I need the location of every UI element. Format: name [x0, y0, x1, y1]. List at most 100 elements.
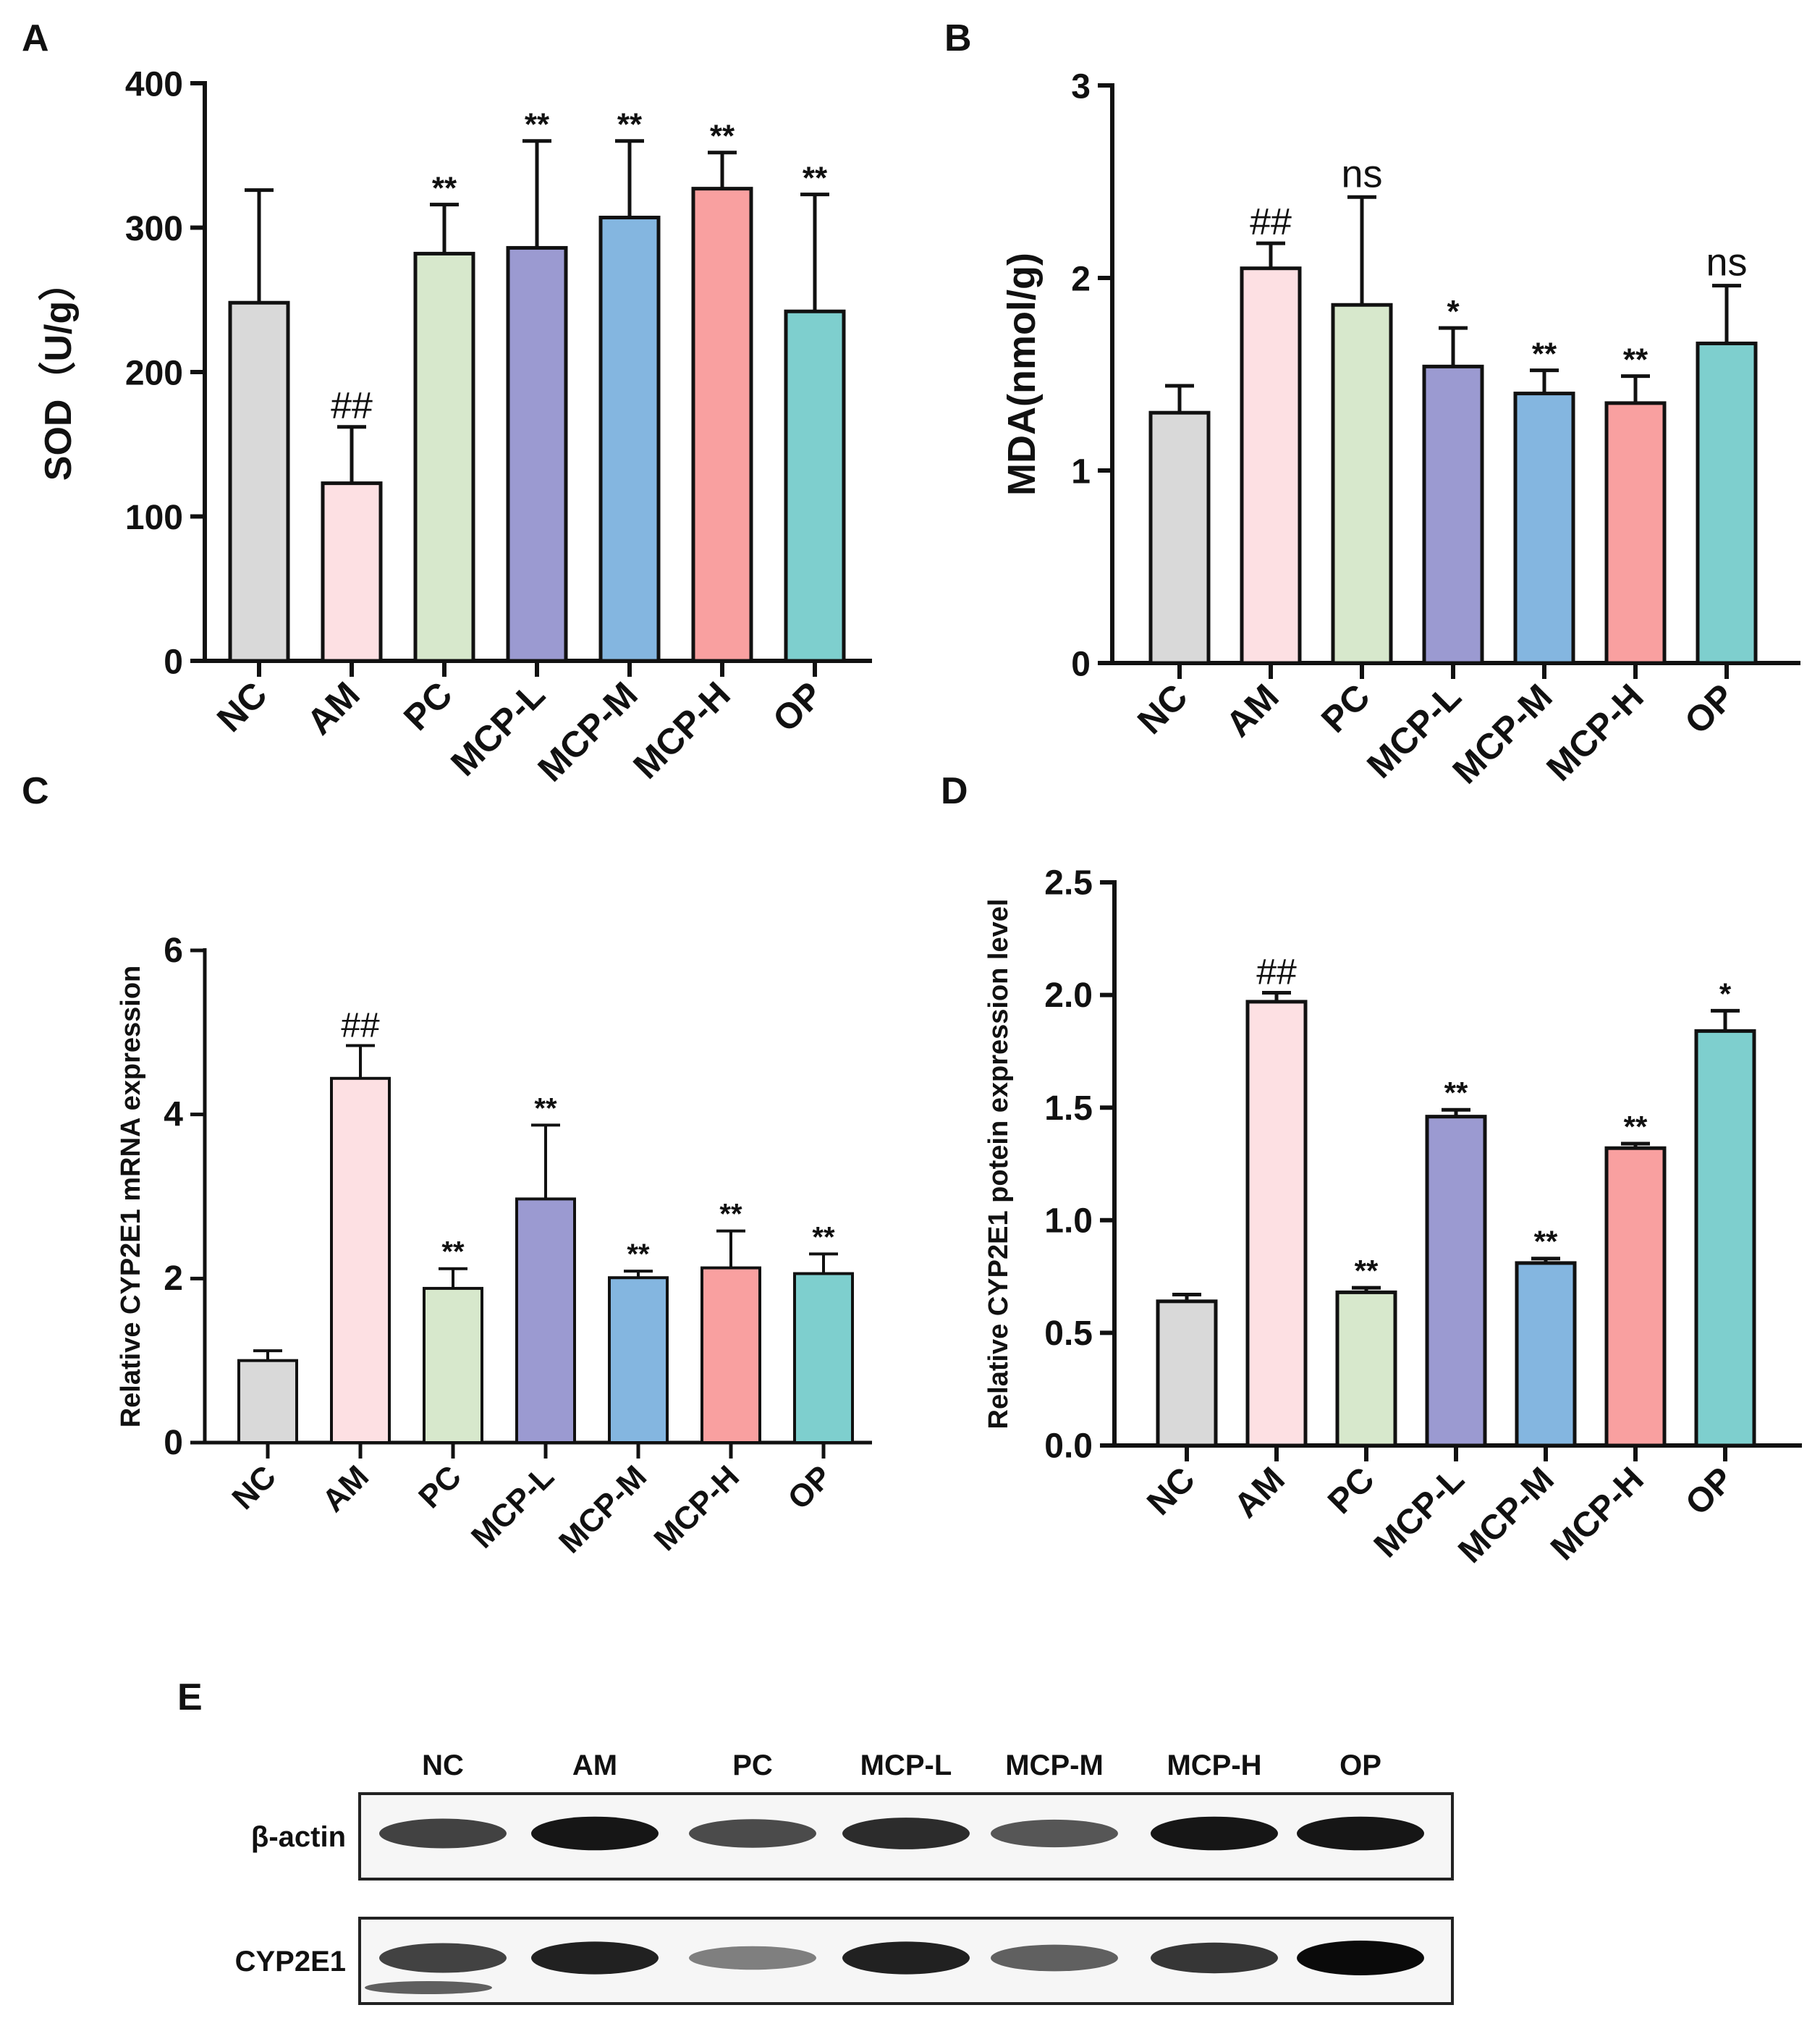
significance-label: **: [1355, 1254, 1379, 1288]
panel-letter-b: B: [944, 17, 972, 59]
category-label: OP: [1677, 676, 1743, 742]
y-tick-label: 0.5: [1044, 1314, 1093, 1353]
y-tick-label: 4: [164, 1096, 183, 1134]
bar-am: [1245, 1000, 1308, 1448]
significance-label: ##: [341, 1006, 380, 1044]
category-label: AM: [299, 674, 368, 743]
category-label: AM: [1227, 1460, 1292, 1525]
blot-band: [379, 1818, 507, 1849]
y-tick-label: 1.0: [1044, 1202, 1093, 1240]
blot-band: [991, 1944, 1118, 1972]
category-label: OP: [1678, 1460, 1741, 1523]
significance-label: ##: [331, 385, 373, 427]
lane-label: OP: [1339, 1749, 1381, 1781]
significance-label: ns: [1706, 241, 1747, 284]
significance-label: **: [1624, 1110, 1648, 1144]
bar-mcp-h: [701, 1266, 761, 1444]
blot-band: [689, 1819, 816, 1848]
bar-pc: [1331, 303, 1393, 665]
category-label: AM: [1218, 676, 1287, 745]
blot-band: [1151, 1942, 1278, 1974]
category-label: AM: [316, 1459, 376, 1519]
category-label: NC: [225, 1459, 283, 1516]
category-label: NC: [1130, 676, 1195, 742]
bar-mcp-l: [1425, 1115, 1487, 1448]
significance-label: **: [525, 107, 550, 143]
panel-letter-d: D: [941, 770, 968, 812]
bar-mcp-h: [1604, 1146, 1667, 1448]
category-label: MCP-L: [465, 1459, 561, 1555]
y-tick-label: 0.0: [1044, 1427, 1093, 1466]
lane-label: MCP-H: [1167, 1749, 1261, 1781]
y-tick-label: 300: [125, 210, 183, 248]
significance-label: *: [1719, 976, 1732, 1010]
panel-letter-c: C: [22, 770, 49, 812]
lane-label: PC: [732, 1749, 773, 1781]
y-axis-label: Relative CYP2E1 potein expression level: [983, 899, 1014, 1430]
category-label: MCP-M: [1451, 1460, 1561, 1570]
category-label: PC: [1321, 1460, 1382, 1521]
y-tick-label: 1.5: [1044, 1089, 1093, 1128]
bar-nc: [1156, 1299, 1218, 1448]
significance-label: **: [1534, 1225, 1558, 1259]
blot-row-label: CYP2E1: [235, 1946, 346, 1978]
bar-mcp-m: [1513, 392, 1575, 665]
category-label: NC: [209, 674, 275, 740]
y-tick-label: 1: [1071, 452, 1091, 491]
lane-label: NC: [422, 1749, 464, 1781]
blot-band: [842, 1818, 970, 1849]
panel-a: A0100200300400SOD（U/g）NC##AM**PC**MCP-L*…: [22, 17, 872, 790]
category-label: MCP-H: [1544, 1460, 1651, 1568]
y-axis-label: SOD（U/g）: [38, 263, 80, 481]
blot-band: [842, 1941, 970, 1975]
bar-am: [330, 1076, 391, 1445]
panel-e-western-blot: E NC AM PC MCP-L MCP-M MCP-H OP β-actin CYP2E1: [177, 1676, 1454, 2005]
significance-label: ##: [1256, 951, 1297, 992]
bar-mcp-l: [506, 245, 568, 663]
significance-label: **: [1532, 336, 1557, 371]
category-label: PC: [1313, 676, 1378, 740]
blot-band: [1297, 1941, 1424, 1975]
bar-am: [321, 481, 383, 663]
lane-label: MCP-M: [1005, 1749, 1104, 1781]
bar-op: [1696, 341, 1758, 665]
bar-mcp-m: [608, 1276, 669, 1444]
significance-label: **: [627, 1238, 650, 1270]
panel-d: D 0.0 0.5 1.0 1.5 2.0 2.5 Relative CYP2E1 potei…: [941, 770, 1802, 1571]
significance-label: **: [803, 160, 828, 195]
significance-label: **: [441, 1236, 465, 1268]
y-tick-label: 0: [1071, 645, 1091, 683]
category-label: MCP-M: [530, 674, 645, 789]
bar-am: [1240, 266, 1302, 665]
category-label: MCP-M: [552, 1459, 653, 1560]
blot-row-label: β-actin: [251, 1821, 346, 1853]
significance-label: **: [710, 119, 735, 154]
bar-pc: [413, 251, 475, 663]
category-label: MCP-H: [1538, 676, 1651, 788]
bar-mcp-m: [598, 216, 661, 663]
bar-nc: [1148, 410, 1211, 665]
y-tick-label: 6: [164, 932, 183, 970]
category-label: MCP-H: [625, 674, 737, 786]
bar-pc: [1335, 1290, 1397, 1448]
lane-label: AM: [572, 1749, 617, 1781]
blot-band: [531, 1816, 659, 1851]
y-tick-label: 3: [1071, 67, 1091, 106]
category-label: PC: [396, 674, 460, 738]
panel-letter-e: E: [177, 1676, 203, 1718]
category-label: MCP-H: [647, 1459, 746, 1558]
y-tick-label: 2: [164, 1259, 183, 1298]
category-label: OP: [765, 674, 831, 740]
panel-letter-a: A: [22, 17, 49, 59]
blot-band: [379, 1943, 507, 1973]
panel-b: B0123MDA(nmol/g)NC##AMnsPC*MCP-L**MCP-M*…: [944, 17, 1800, 792]
category-label: OP: [781, 1459, 839, 1516]
bar-mcp-m: [1515, 1261, 1577, 1448]
significance-label: **: [1623, 342, 1648, 377]
bar-mcp-l: [1422, 364, 1484, 665]
significance-label: **: [812, 1221, 835, 1253]
blot-band: [1151, 1816, 1278, 1851]
significance-label: **: [719, 1199, 742, 1231]
bar-pc: [423, 1286, 483, 1445]
